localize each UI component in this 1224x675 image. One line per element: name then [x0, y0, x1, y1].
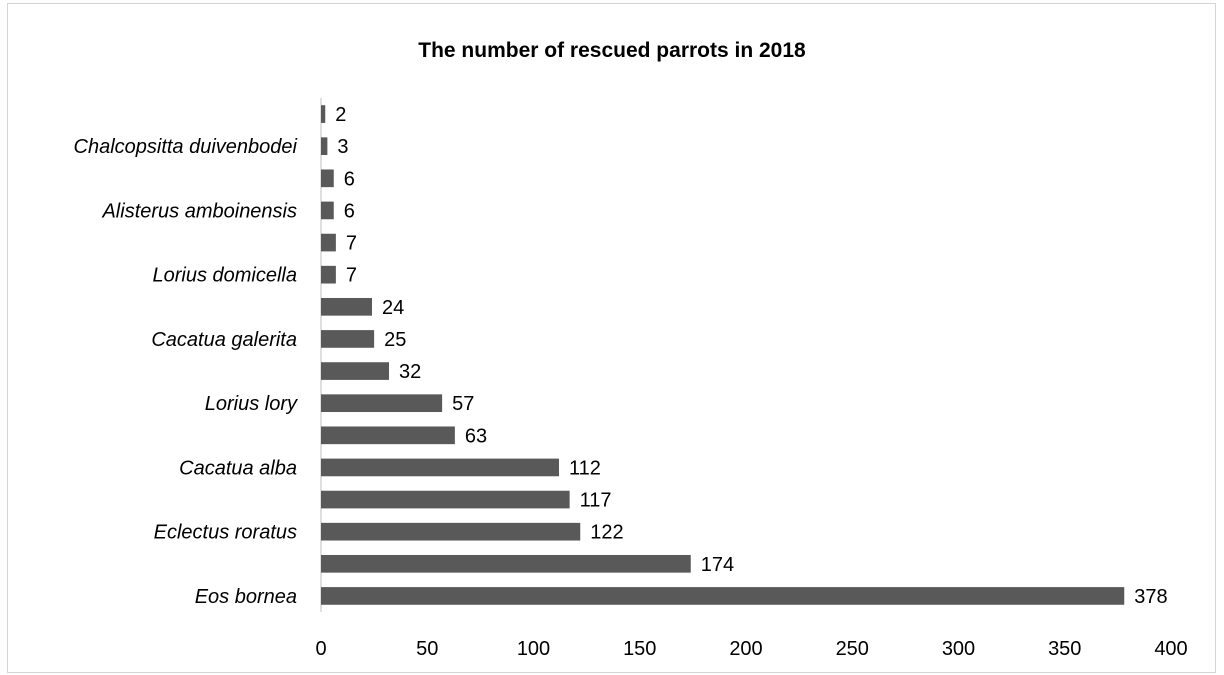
- bar: [321, 587, 1125, 605]
- chart-title: The number of rescued parrots in 2018: [418, 39, 806, 62]
- category-label: Eos bornea: [195, 586, 297, 608]
- value-label: 3: [337, 136, 348, 158]
- category-label: Cacatua galerita: [151, 329, 297, 351]
- bar: [321, 105, 326, 123]
- x-tick-label: 400: [1154, 638, 1187, 660]
- bar: [321, 265, 336, 284]
- bars-group: [321, 105, 1125, 605]
- value-label: 112: [569, 457, 601, 479]
- value-label: 6: [344, 168, 355, 190]
- bar: [321, 233, 336, 252]
- category-label: Cacatua alba: [179, 457, 297, 479]
- bar: [321, 490, 570, 509]
- value-label: 122: [590, 522, 623, 544]
- category-labels: Eos bornea Eclectus roratus Cacatua alba Lo…: [74, 136, 298, 608]
- value-label: 63: [465, 425, 487, 447]
- value-label: 24: [382, 297, 404, 319]
- bar: [321, 137, 328, 156]
- value-label: 117: [580, 490, 612, 512]
- value-label: 2: [335, 104, 346, 126]
- bar: [321, 522, 581, 541]
- x-tick-label: 100: [517, 638, 550, 660]
- bar: [321, 201, 334, 220]
- bar: [321, 394, 443, 413]
- category-label: Lorius domicella: [152, 265, 297, 287]
- bar: [321, 330, 375, 348]
- bar: [321, 169, 334, 188]
- x-tick-label: 200: [729, 638, 762, 660]
- bar: [321, 362, 389, 380]
- bar: [321, 458, 559, 477]
- bar: [321, 426, 455, 445]
- x-tick-label: 150: [623, 638, 656, 660]
- category-label: Lorius lory: [205, 393, 298, 415]
- category-label: Eclectus roratus: [154, 522, 297, 544]
- bar: [321, 297, 372, 316]
- value-label: 25: [384, 329, 406, 351]
- value-label: 32: [399, 361, 421, 383]
- value-label: 7: [346, 233, 357, 255]
- value-label: 57: [452, 393, 474, 415]
- category-label: Chalcopsitta duivenbodei: [74, 136, 298, 158]
- value-label: 378: [1134, 586, 1167, 608]
- value-label: 174: [701, 554, 734, 576]
- x-tick-label: 350: [1048, 638, 1081, 660]
- x-tick-labels: 0 50 100 150 200 250 300 350 400: [315, 638, 1187, 660]
- category-label: Alisterus amboinensis: [101, 200, 297, 222]
- bar: [321, 554, 691, 573]
- x-tick-label: 250: [836, 638, 869, 660]
- x-tick-label: 50: [416, 638, 438, 660]
- value-label: 7: [346, 265, 357, 287]
- x-tick-label: 300: [942, 638, 975, 660]
- x-tick-label: 0: [315, 638, 326, 660]
- value-label: 6: [344, 200, 355, 222]
